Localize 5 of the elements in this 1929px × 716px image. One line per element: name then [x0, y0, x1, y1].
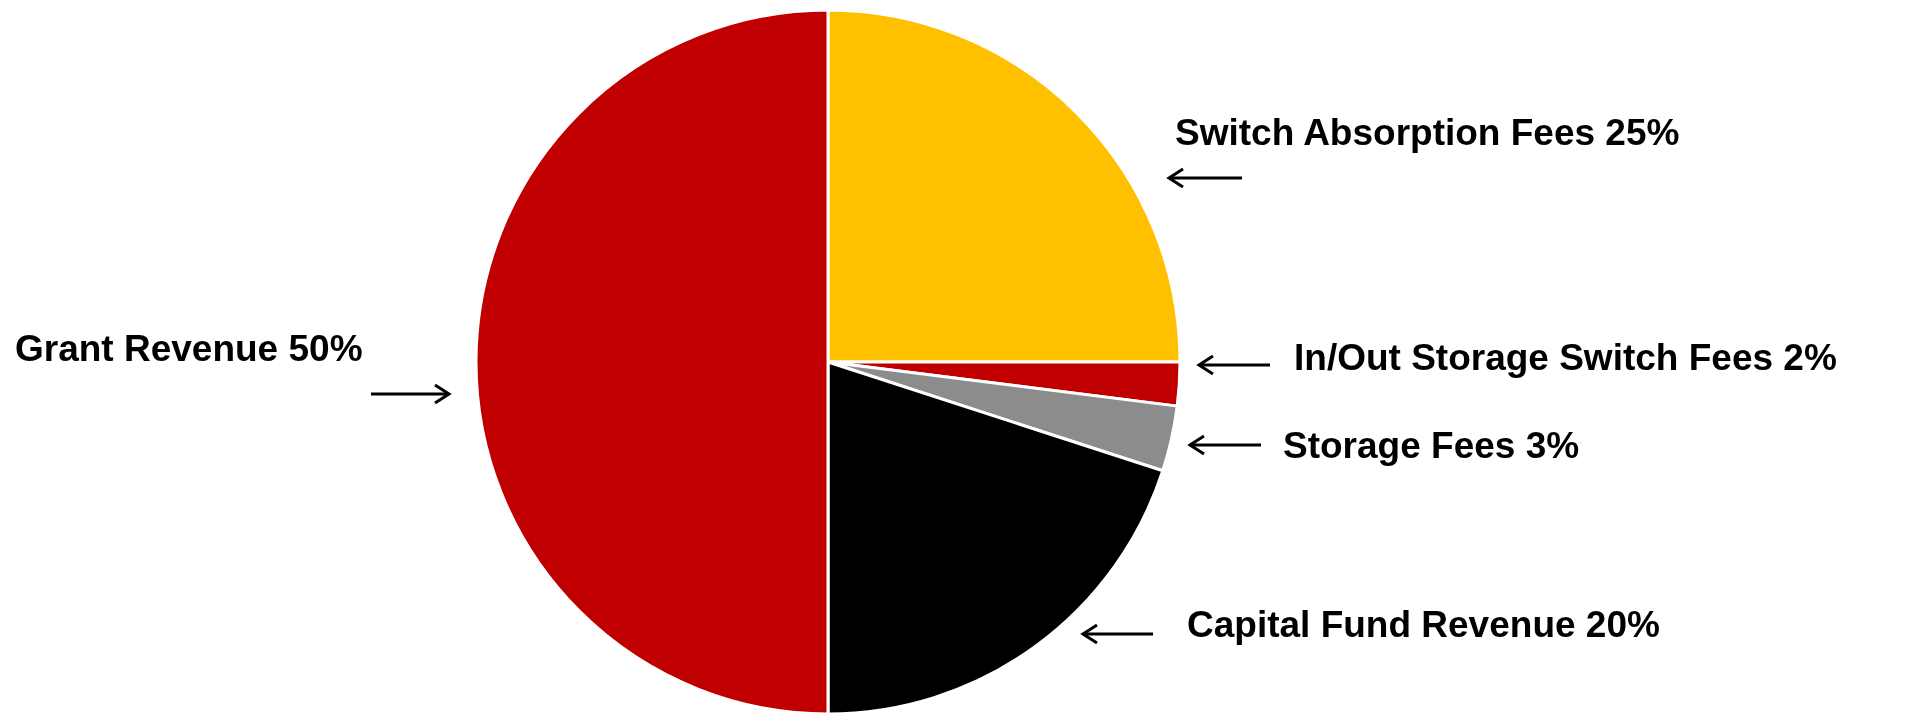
- slice-label: Capital Fund Revenue 20%: [1187, 603, 1660, 645]
- slice-label: Grant Revenue 50%: [15, 327, 363, 369]
- slice-label: Switch Absorption Fees 25%: [1175, 111, 1680, 153]
- slice-label: In/Out Storage Switch Fees 2%: [1294, 336, 1837, 378]
- slice-label: Storage Fees 3%: [1283, 424, 1580, 466]
